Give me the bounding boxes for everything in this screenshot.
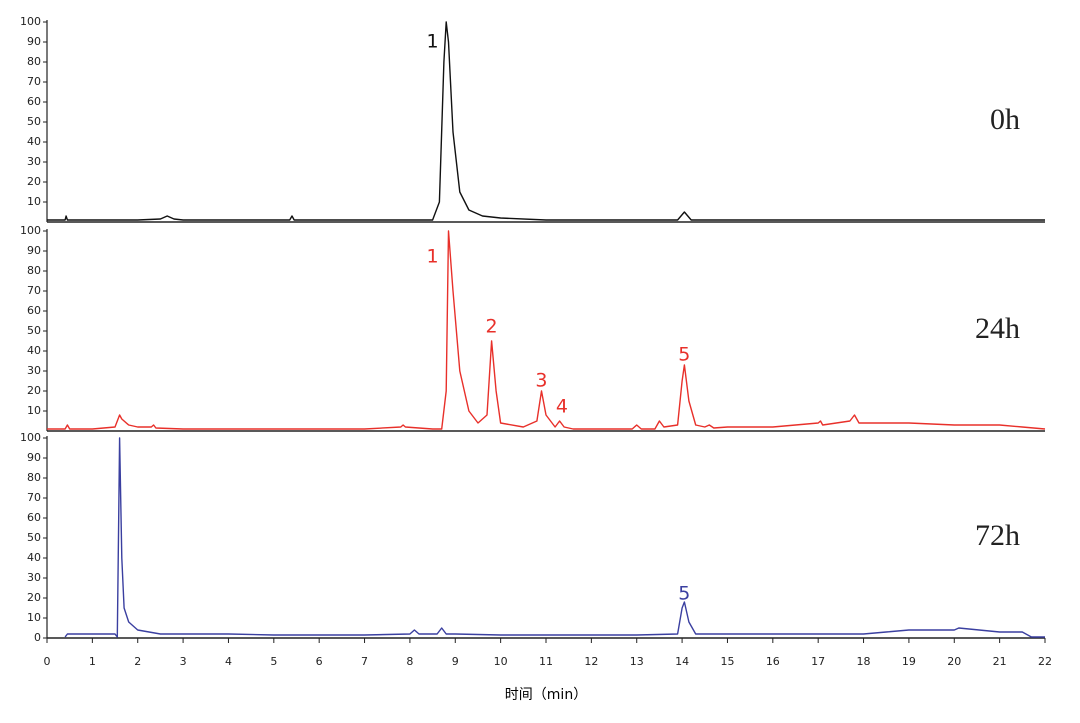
x-tick-label: 15 bbox=[720, 655, 734, 668]
y-tick-label: 90 bbox=[27, 244, 41, 257]
y-tick-label: 10 bbox=[27, 611, 41, 624]
peak-label: 3 bbox=[535, 370, 547, 392]
y-tick-label: 10 bbox=[27, 195, 41, 208]
y-tick-label: 30 bbox=[27, 364, 41, 377]
y-tick-label: 20 bbox=[27, 384, 41, 397]
y-tick-label: 60 bbox=[27, 511, 41, 524]
x-tick-label: 12 bbox=[584, 655, 598, 668]
y-tick-label: 80 bbox=[27, 264, 41, 277]
x-tick-label: 11 bbox=[539, 655, 553, 668]
peak-label: 4 bbox=[556, 396, 568, 418]
y-tick-label: 40 bbox=[27, 551, 41, 564]
x-tick-label: 13 bbox=[630, 655, 644, 668]
x-tick-label: 10 bbox=[494, 655, 508, 668]
x-tick-label: 3 bbox=[180, 655, 187, 668]
y-tick-label: 40 bbox=[27, 135, 41, 148]
y-tick-label: 80 bbox=[27, 55, 41, 68]
y-tick-label: 30 bbox=[27, 571, 41, 584]
x-tick-label: 6 bbox=[316, 655, 323, 668]
y-tick-label: 60 bbox=[27, 304, 41, 317]
y-tick-label: 100 bbox=[20, 224, 41, 237]
y-tick-label: 70 bbox=[27, 491, 41, 504]
y-tick-label: 50 bbox=[27, 324, 41, 337]
x-tick-label: 16 bbox=[766, 655, 780, 668]
y-tick-label: 50 bbox=[27, 115, 41, 128]
x-tick-label: 22 bbox=[1038, 655, 1052, 668]
x-tick-label: 21 bbox=[993, 655, 1007, 668]
y-tick-label: 50 bbox=[27, 531, 41, 544]
x-tick-label: 9 bbox=[452, 655, 459, 668]
x-tick-label: 20 bbox=[947, 655, 961, 668]
panel-label: 72h bbox=[975, 519, 1020, 552]
peak-label: 2 bbox=[486, 316, 498, 338]
x-tick-label: 17 bbox=[811, 655, 825, 668]
x-tick-label: 18 bbox=[857, 655, 871, 668]
y-tick-label: 30 bbox=[27, 155, 41, 168]
y-tick-label: 70 bbox=[27, 75, 41, 88]
peak-label: 1 bbox=[427, 31, 439, 53]
y-tick-label: 10 bbox=[27, 404, 41, 417]
y-tick-label: 90 bbox=[27, 35, 41, 48]
y-tick-label: 20 bbox=[27, 591, 41, 604]
x-tick-label: 4 bbox=[225, 655, 232, 668]
y-tick-label: 60 bbox=[27, 95, 41, 108]
x-axis-label: 时间（min） bbox=[505, 687, 587, 703]
y-tick-label: 40 bbox=[27, 344, 41, 357]
y-tick-label: 90 bbox=[27, 451, 41, 464]
x-tick-label: 2 bbox=[134, 655, 141, 668]
y-tick-label: 0 bbox=[34, 631, 41, 644]
y-tick-label: 100 bbox=[20, 431, 41, 444]
y-tick-label: 80 bbox=[27, 471, 41, 484]
trace bbox=[47, 21, 1045, 221]
y-tick-label: 70 bbox=[27, 284, 41, 297]
peak-label: 5 bbox=[678, 344, 690, 366]
x-tick-label: 0 bbox=[44, 655, 51, 668]
trace bbox=[47, 230, 1046, 430]
panel-label: 0h bbox=[990, 103, 1020, 136]
x-tick-label: 8 bbox=[406, 655, 413, 668]
panel-label: 24h bbox=[975, 312, 1020, 345]
trace bbox=[64, 437, 1045, 638]
x-tick-label: 14 bbox=[675, 655, 689, 668]
peak-label: 5 bbox=[678, 583, 690, 605]
peak-label: 1 bbox=[427, 246, 439, 268]
x-tick-label: 7 bbox=[361, 655, 368, 668]
x-tick-label: 5 bbox=[270, 655, 277, 668]
x-tick-label: 1 bbox=[89, 655, 96, 668]
y-tick-label: 100 bbox=[20, 15, 41, 28]
x-tick-label: 19 bbox=[902, 655, 916, 668]
y-tick-label: 20 bbox=[27, 175, 41, 188]
